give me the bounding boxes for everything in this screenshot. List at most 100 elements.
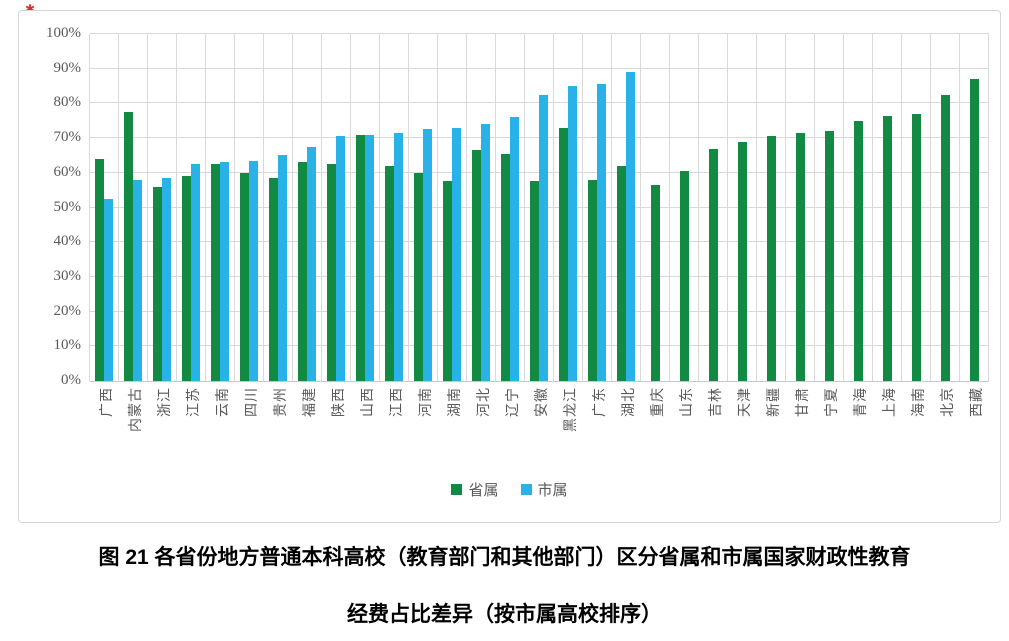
bar-group <box>380 34 409 381</box>
bar-group <box>844 34 873 381</box>
bar-省属-安徽 <box>530 181 539 381</box>
x-axis-label-cell: 河北 <box>466 383 495 471</box>
bars-layer <box>90 34 989 381</box>
x-axis-label-cell: 北京 <box>930 383 959 471</box>
bar-市属-黑龙江 <box>568 86 577 381</box>
x-axis-label-cell: 海南 <box>901 383 930 471</box>
x-axis-label-cell: 青海 <box>843 383 872 471</box>
bar-省属-黑龙江 <box>559 127 568 381</box>
bar-市属-河南 <box>423 129 432 381</box>
x-axis-label: 辽宁 <box>505 387 521 417</box>
bar-市属-河北 <box>481 124 490 381</box>
bar-省属-湖南 <box>443 181 452 381</box>
bar-省属-内蒙古 <box>124 112 133 381</box>
bar-group <box>90 34 119 381</box>
x-axis-label-cell: 西藏 <box>959 383 988 471</box>
bar-省属-上海 <box>882 115 892 381</box>
bar-市属-安徽 <box>539 94 548 381</box>
legend: 省属 市属 <box>19 479 1000 500</box>
bar-市属-湖北 <box>626 72 635 381</box>
y-axis-tick-label: 20% <box>53 302 82 319</box>
bar-省属-吉林 <box>708 148 718 381</box>
x-axis-label-cell: 湖南 <box>437 383 466 471</box>
x-axis-label: 广东 <box>592 387 608 417</box>
bar-group <box>525 34 554 381</box>
x-axis-label-cell: 宁夏 <box>814 383 843 471</box>
bar-省属-辽宁 <box>501 153 510 381</box>
bar-省属-北京 <box>940 94 950 381</box>
bar-市属-江西 <box>394 132 403 381</box>
bar-group <box>438 34 467 381</box>
x-axis-label: 重庆 <box>650 387 666 417</box>
x-axis-label: 广西 <box>99 387 115 417</box>
x-axis-label: 湖北 <box>621 387 637 417</box>
x-axis-label: 江西 <box>389 387 405 417</box>
x-axis-label-cell: 重庆 <box>640 383 669 471</box>
bar-市属-贵州 <box>278 155 287 381</box>
y-axis-tick-label: 50% <box>53 198 82 215</box>
x-axis-label-cell: 新疆 <box>756 383 785 471</box>
bar-group <box>728 34 757 381</box>
x-axis-label: 陕西 <box>331 387 347 417</box>
x-axis-label-cell: 辽宁 <box>495 383 524 471</box>
bar-group <box>496 34 525 381</box>
bar-group <box>293 34 322 381</box>
y-axis-tick-label: 90% <box>53 59 82 76</box>
bar-省属-广西 <box>95 158 104 381</box>
bar-省属-海南 <box>911 113 921 381</box>
bar-group <box>583 34 612 381</box>
bar-group <box>612 34 641 381</box>
bar-市属-广西 <box>104 198 113 381</box>
x-axis-label: 山西 <box>360 387 376 417</box>
x-axis-label: 贵州 <box>273 387 289 417</box>
bar-省属-浙江 <box>153 186 162 381</box>
x-axis-label-cell: 四川 <box>234 383 263 471</box>
x-axis-label-cell: 甘肃 <box>785 383 814 471</box>
bar-省属-新疆 <box>766 136 776 381</box>
y-axis-tick-label: 30% <box>53 267 82 284</box>
legend-item-provincial: 省属 <box>451 479 499 500</box>
bar-group <box>699 34 728 381</box>
bar-省属-贵州 <box>269 178 278 381</box>
x-axis-label: 甘肃 <box>795 387 811 417</box>
red-mark-icon: ✱ <box>25 2 36 16</box>
x-axis-line <box>90 381 989 382</box>
bar-省属-四川 <box>240 172 249 381</box>
x-axis-label-cell: 黑龙江 <box>553 383 582 471</box>
bar-省属-重庆 <box>650 184 660 381</box>
bar-省属-宁夏 <box>824 131 834 381</box>
plot-area <box>89 33 989 382</box>
x-axis-label: 四川 <box>244 387 260 417</box>
x-axis-label-cell: 贵州 <box>263 383 292 471</box>
bar-group <box>670 34 699 381</box>
x-axis-labels: 广西 内蒙古 浙江 江苏 云南 四川 贵州 福建 陕西 山西 江西 河南 湖南 河北 辽宁 安徽 黑龙江 广东 湖北… <box>89 383 988 471</box>
figure-caption: 图 21 各省份地方普通本科高校（教育部门和其他部门）区分省属和市属国家财政性教… <box>0 541 1009 628</box>
bar-省属-湖北 <box>617 165 626 381</box>
bar-市属-福建 <box>307 146 316 381</box>
y-axis-tick-label: 80% <box>53 94 82 111</box>
legend-item-municipal: 市属 <box>520 479 568 500</box>
x-axis-label: 宁夏 <box>824 387 840 417</box>
bar-省属-青海 <box>853 120 863 381</box>
x-axis-label: 安徽 <box>534 387 550 417</box>
bar-group <box>641 34 670 381</box>
y-axis-tick-label: 0% <box>61 372 81 388</box>
legend-label-provincial: 省属 <box>468 483 499 499</box>
bar-group <box>177 34 206 381</box>
x-axis-label-cell: 广东 <box>582 383 611 471</box>
bar-市属-辽宁 <box>510 117 519 381</box>
bar-group <box>467 34 496 381</box>
bar-省属-西藏 <box>969 79 979 381</box>
x-axis-label: 云南 <box>215 387 231 417</box>
bar-group <box>902 34 931 381</box>
bar-省属-江苏 <box>182 176 191 381</box>
x-axis-label: 内蒙古 <box>128 387 144 432</box>
y-axis-tick-label: 100% <box>46 25 81 41</box>
x-axis-label: 新疆 <box>766 387 782 417</box>
bar-group <box>786 34 815 381</box>
bar-市属-云南 <box>220 162 229 381</box>
bar-group <box>960 34 989 381</box>
bar-group <box>235 34 264 381</box>
bar-省属-江西 <box>385 165 394 381</box>
bar-省属-河南 <box>414 172 423 381</box>
